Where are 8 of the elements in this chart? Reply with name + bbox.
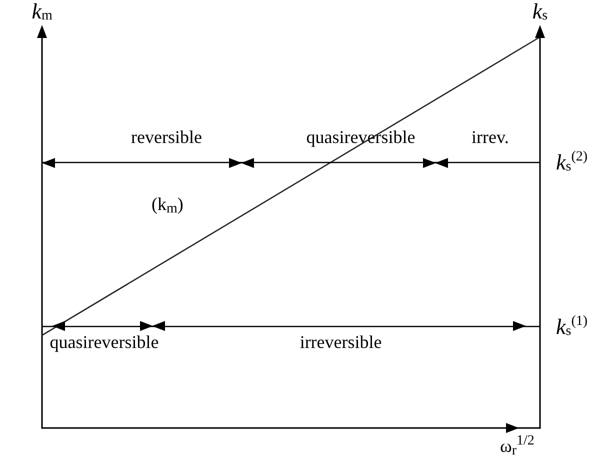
annotation: irrev. — [472, 126, 509, 147]
ref-line-label: ks(1) — [556, 314, 588, 339]
y-axis-title: km — [32, 0, 52, 24]
annotation: reversible — [131, 126, 202, 147]
y2-axis-title: ks — [532, 0, 548, 24]
annotation: irreversible — [300, 332, 382, 352]
annotation: quasireversible — [50, 332, 159, 352]
ref-line-label: ks(2) — [556, 150, 588, 175]
